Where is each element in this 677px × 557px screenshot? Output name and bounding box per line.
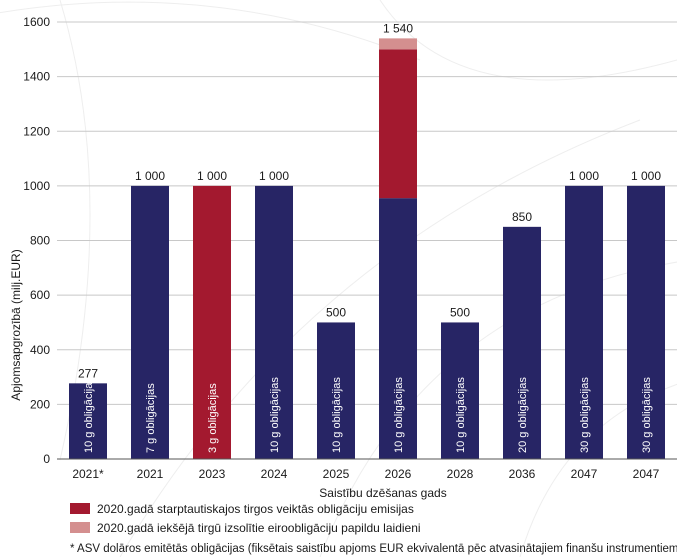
x-tick-label: 2036 [509, 467, 536, 481]
legend: 2020.gadā starptautiskajos tirgos veiktā… [70, 502, 421, 535]
x-tick-label: 2023 [199, 467, 226, 481]
bar-segment [627, 185, 665, 459]
x-tick-label: 2047 [633, 467, 660, 481]
bar-segment [255, 185, 293, 459]
y-tick-label: 1600 [23, 15, 50, 29]
bar-inner-label: 30 g obligācijas [641, 377, 653, 453]
y-tick-label: 1400 [23, 70, 50, 84]
data-label: 277 [78, 366, 98, 380]
y-tick-labels: 0 200 400 600 800 1000 1200 1400 1600 [23, 15, 50, 466]
y-tick-label: 1000 [23, 179, 50, 193]
data-label: 850 [512, 210, 532, 224]
x-tick-label: 2047 [571, 467, 598, 481]
legend-swatch [70, 503, 90, 514]
x-axis-label: Saistību dzēšanas gads [319, 486, 446, 500]
bar-segment [565, 185, 603, 459]
data-label: 1 000 [631, 169, 661, 183]
y-tick-label: 800 [30, 234, 50, 248]
data-label: 1 000 [569, 169, 599, 183]
legend-label: 2020.gadā iekšējā tirgū izsolītie eiroob… [97, 521, 421, 535]
y-tick-label: 600 [30, 288, 50, 302]
data-label: 1 000 [259, 169, 289, 183]
y-axis-label: Apjomsapgrozībā (milj.EUR) [9, 249, 23, 400]
bars [69, 38, 665, 459]
bar-segment [379, 49, 417, 199]
data-label: 1 540 [383, 21, 413, 35]
bar-segment [193, 185, 231, 459]
bar-inner-label: 10 g obligācijas [393, 377, 405, 453]
data-labels: 277 1 000 1 000 1 000 500 1 540 500 850 1 000 1 0… [78, 21, 661, 380]
y-tick-label: 1200 [23, 124, 50, 138]
bar-inner-label: 10 g obligācijas [455, 377, 467, 453]
bar-segment [317, 322, 355, 459]
x-tick-label: 2025 [323, 467, 350, 481]
x-tick-label: 2028 [447, 467, 474, 481]
y-tick-label: 0 [43, 452, 50, 466]
bar-segment [379, 38, 417, 50]
x-tick-label: 2021* [72, 467, 104, 481]
bar-segment [441, 322, 479, 459]
bar-inner-label: 10 g obligācijas [331, 377, 343, 453]
legend-swatch [70, 522, 90, 533]
y-tick-label: 200 [30, 397, 50, 411]
data-label: 500 [450, 305, 470, 319]
x-tick-label: 2024 [261, 467, 288, 481]
x-tick-label: 2026 [385, 467, 412, 481]
bar-inner-label: 20 g obligācijas [517, 377, 529, 453]
data-label: 1 000 [135, 169, 165, 183]
data-label: 1 000 [197, 169, 227, 183]
footnote: * ASV dolāros emitētās obligācijas (fiks… [70, 543, 677, 555]
bar-inner-label: 10 g obligācijas [269, 377, 281, 453]
bar-inner-label: 10 g obligācijas [83, 377, 95, 453]
bar-inner-label: 30 g obligācijas [579, 377, 591, 453]
bar-inner-labels: 10 g obligācijas 7 g obligācijas 3 g oblig… [83, 377, 653, 453]
y-tick-label: 400 [30, 343, 50, 357]
bar-segment [503, 226, 541, 459]
bar-inner-label: 3 g obligācijas [207, 383, 219, 453]
bar-segment [131, 185, 169, 459]
bar-inner-label: 7 g obligācijas [145, 383, 157, 453]
legend-label: 2020.gadā starptautiskajos tirgos veiktā… [97, 502, 414, 516]
bar-segment [379, 198, 417, 459]
data-label: 500 [326, 305, 346, 319]
x-tick-label: 2021 [137, 467, 164, 481]
bar-segment [69, 383, 107, 459]
x-tick-labels: 2021* 2021 2023 2024 2025 2026 2028 2036 2047 204… [72, 467, 659, 481]
